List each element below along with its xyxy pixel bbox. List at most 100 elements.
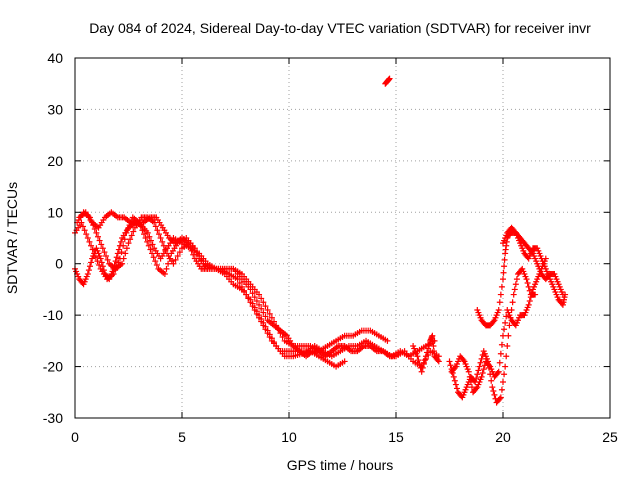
data-point [92, 254, 99, 261]
data-point [460, 357, 467, 364]
y-tick-label: -30 [43, 410, 63, 426]
data-point [112, 267, 119, 274]
data-point [497, 350, 504, 357]
y-tick-label: 20 [47, 153, 63, 169]
data-point [434, 357, 441, 364]
data-point [430, 348, 437, 355]
data-point [384, 337, 391, 344]
data-point [502, 363, 509, 370]
data-point [151, 219, 158, 226]
data-point [498, 283, 505, 290]
data-point [486, 362, 493, 369]
data-point [89, 246, 96, 253]
data-point [198, 256, 205, 263]
data-point [127, 236, 134, 243]
data-point [477, 359, 484, 366]
data-point [506, 322, 513, 329]
data-point [500, 269, 507, 276]
data-point [262, 326, 269, 333]
data-point [101, 249, 108, 256]
data-point [174, 253, 181, 259]
data-point [119, 260, 126, 267]
data-point [249, 290, 256, 297]
data-point [473, 375, 480, 382]
data-point [84, 235, 91, 241]
data-point [196, 253, 203, 259]
x-tick-label: 5 [178, 429, 186, 445]
data-point [97, 255, 104, 262]
data-point [495, 307, 502, 313]
data-point [153, 262, 160, 268]
data-point [124, 226, 131, 232]
data-point [83, 231, 90, 238]
data-point [121, 236, 128, 243]
data-point [93, 229, 100, 236]
data-point [103, 253, 110, 259]
data-point [86, 238, 93, 245]
data-point [511, 228, 518, 235]
data-point [260, 322, 267, 329]
data-point [480, 366, 487, 373]
data-point [99, 245, 106, 252]
data-point [256, 301, 263, 308]
data-point [160, 242, 167, 249]
data-point [185, 240, 192, 247]
data-point [419, 364, 426, 371]
data-point [238, 283, 245, 290]
data-point [147, 246, 154, 253]
data-point [258, 318, 265, 325]
data-point [191, 245, 198, 252]
data-point [495, 368, 502, 375]
data-point [112, 258, 119, 265]
data-point [91, 250, 98, 257]
data-point [256, 314, 263, 321]
data-point [509, 299, 516, 306]
data-point [501, 326, 508, 333]
data-point [262, 313, 269, 320]
data-point [494, 370, 501, 376]
data-point [496, 299, 503, 306]
data-point [473, 385, 480, 392]
data-point [467, 379, 474, 385]
data-point [497, 291, 504, 298]
data-point [258, 295, 265, 302]
x-tick-label: 10 [281, 429, 297, 445]
x-tick-label: 0 [71, 429, 79, 445]
y-tick-label: 10 [47, 204, 63, 220]
x-tick-label: 15 [388, 429, 404, 445]
data-point [266, 334, 273, 340]
data-point [562, 291, 569, 298]
data-point [510, 291, 517, 298]
data-point [163, 265, 170, 272]
data-point [249, 303, 256, 310]
data-point [253, 298, 260, 304]
data-point [264, 330, 271, 337]
data-point [496, 359, 503, 366]
data-point [453, 385, 460, 392]
data-point [95, 233, 102, 240]
data-point [258, 305, 265, 312]
data-point [157, 235, 164, 241]
x-tick-label: 25 [602, 429, 618, 445]
data-point [418, 368, 425, 375]
data-point [241, 287, 248, 294]
data-point [190, 251, 197, 258]
data-point [113, 254, 120, 261]
data-point [478, 373, 485, 380]
data-point [118, 238, 125, 245]
data-point [166, 255, 173, 262]
data-point [503, 353, 510, 360]
data-point [446, 358, 453, 365]
data-point [149, 250, 156, 257]
data-point [478, 355, 485, 362]
data-point [96, 262, 103, 268]
data-point [176, 249, 183, 256]
data-point [447, 362, 454, 369]
data-point [474, 371, 481, 378]
data-point [172, 256, 179, 263]
data-point [268, 314, 275, 321]
data-point [152, 223, 159, 230]
data-point [498, 386, 505, 393]
